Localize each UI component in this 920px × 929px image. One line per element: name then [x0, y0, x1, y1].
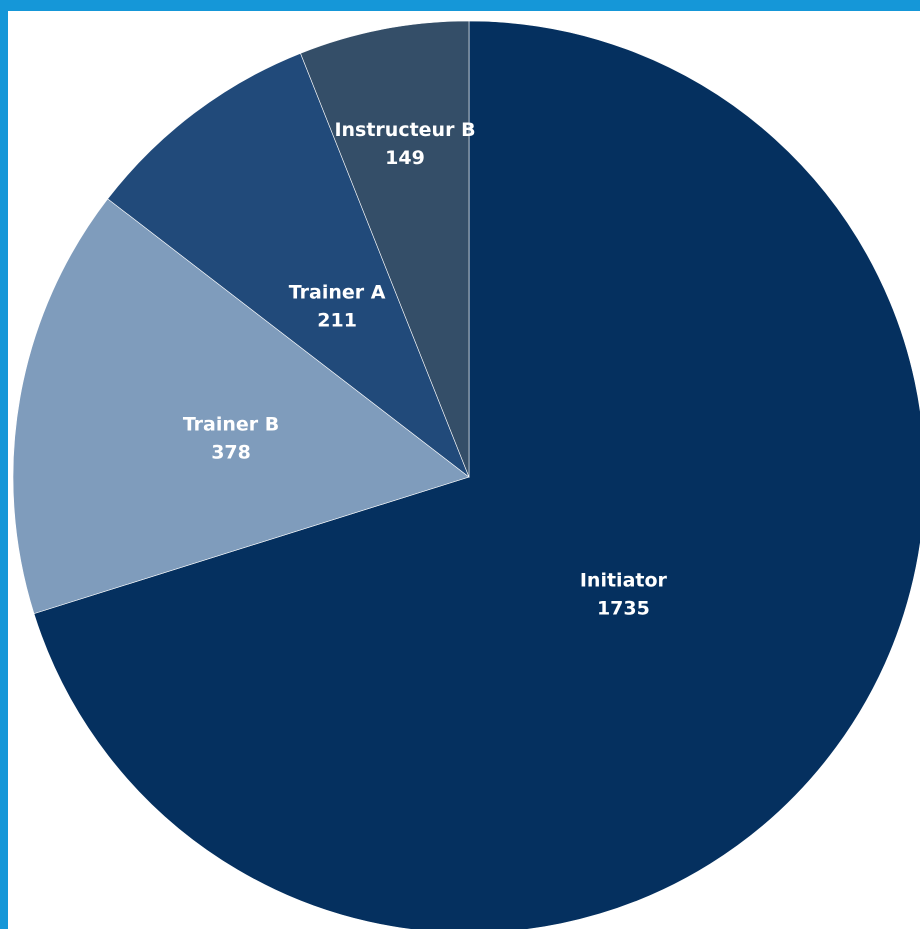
- frame-border-left: [0, 0, 8, 929]
- slice-label-trainer-a: Trainer A 211: [289, 281, 386, 331]
- slice-value-label: 1735: [597, 597, 650, 619]
- slice-value-label: 378: [211, 442, 251, 464]
- slice-label-trainer-b: Trainer B 378: [183, 414, 279, 464]
- slice-name-label: Initiator: [580, 569, 668, 591]
- slice-name-label: Instructeur B: [334, 119, 475, 141]
- pie-slice-trainer-b: [12, 198, 470, 614]
- slice-value-label: 211: [317, 309, 357, 331]
- slice-name-label: Trainer A: [289, 281, 386, 303]
- slice-label-initiator: Initiator 1735: [580, 569, 668, 619]
- pie-slice-trainer-a: [107, 52, 470, 478]
- frame-border-top: [0, 0, 920, 11]
- slice-label-instructeur-b: Instructeur B 149: [334, 119, 475, 169]
- pie-slice-instructeur-b: [300, 20, 470, 478]
- slice-name-label: Trainer B: [183, 414, 279, 436]
- pie-slice-initiator: [33, 20, 920, 929]
- slice-value-label: 149: [385, 147, 425, 169]
